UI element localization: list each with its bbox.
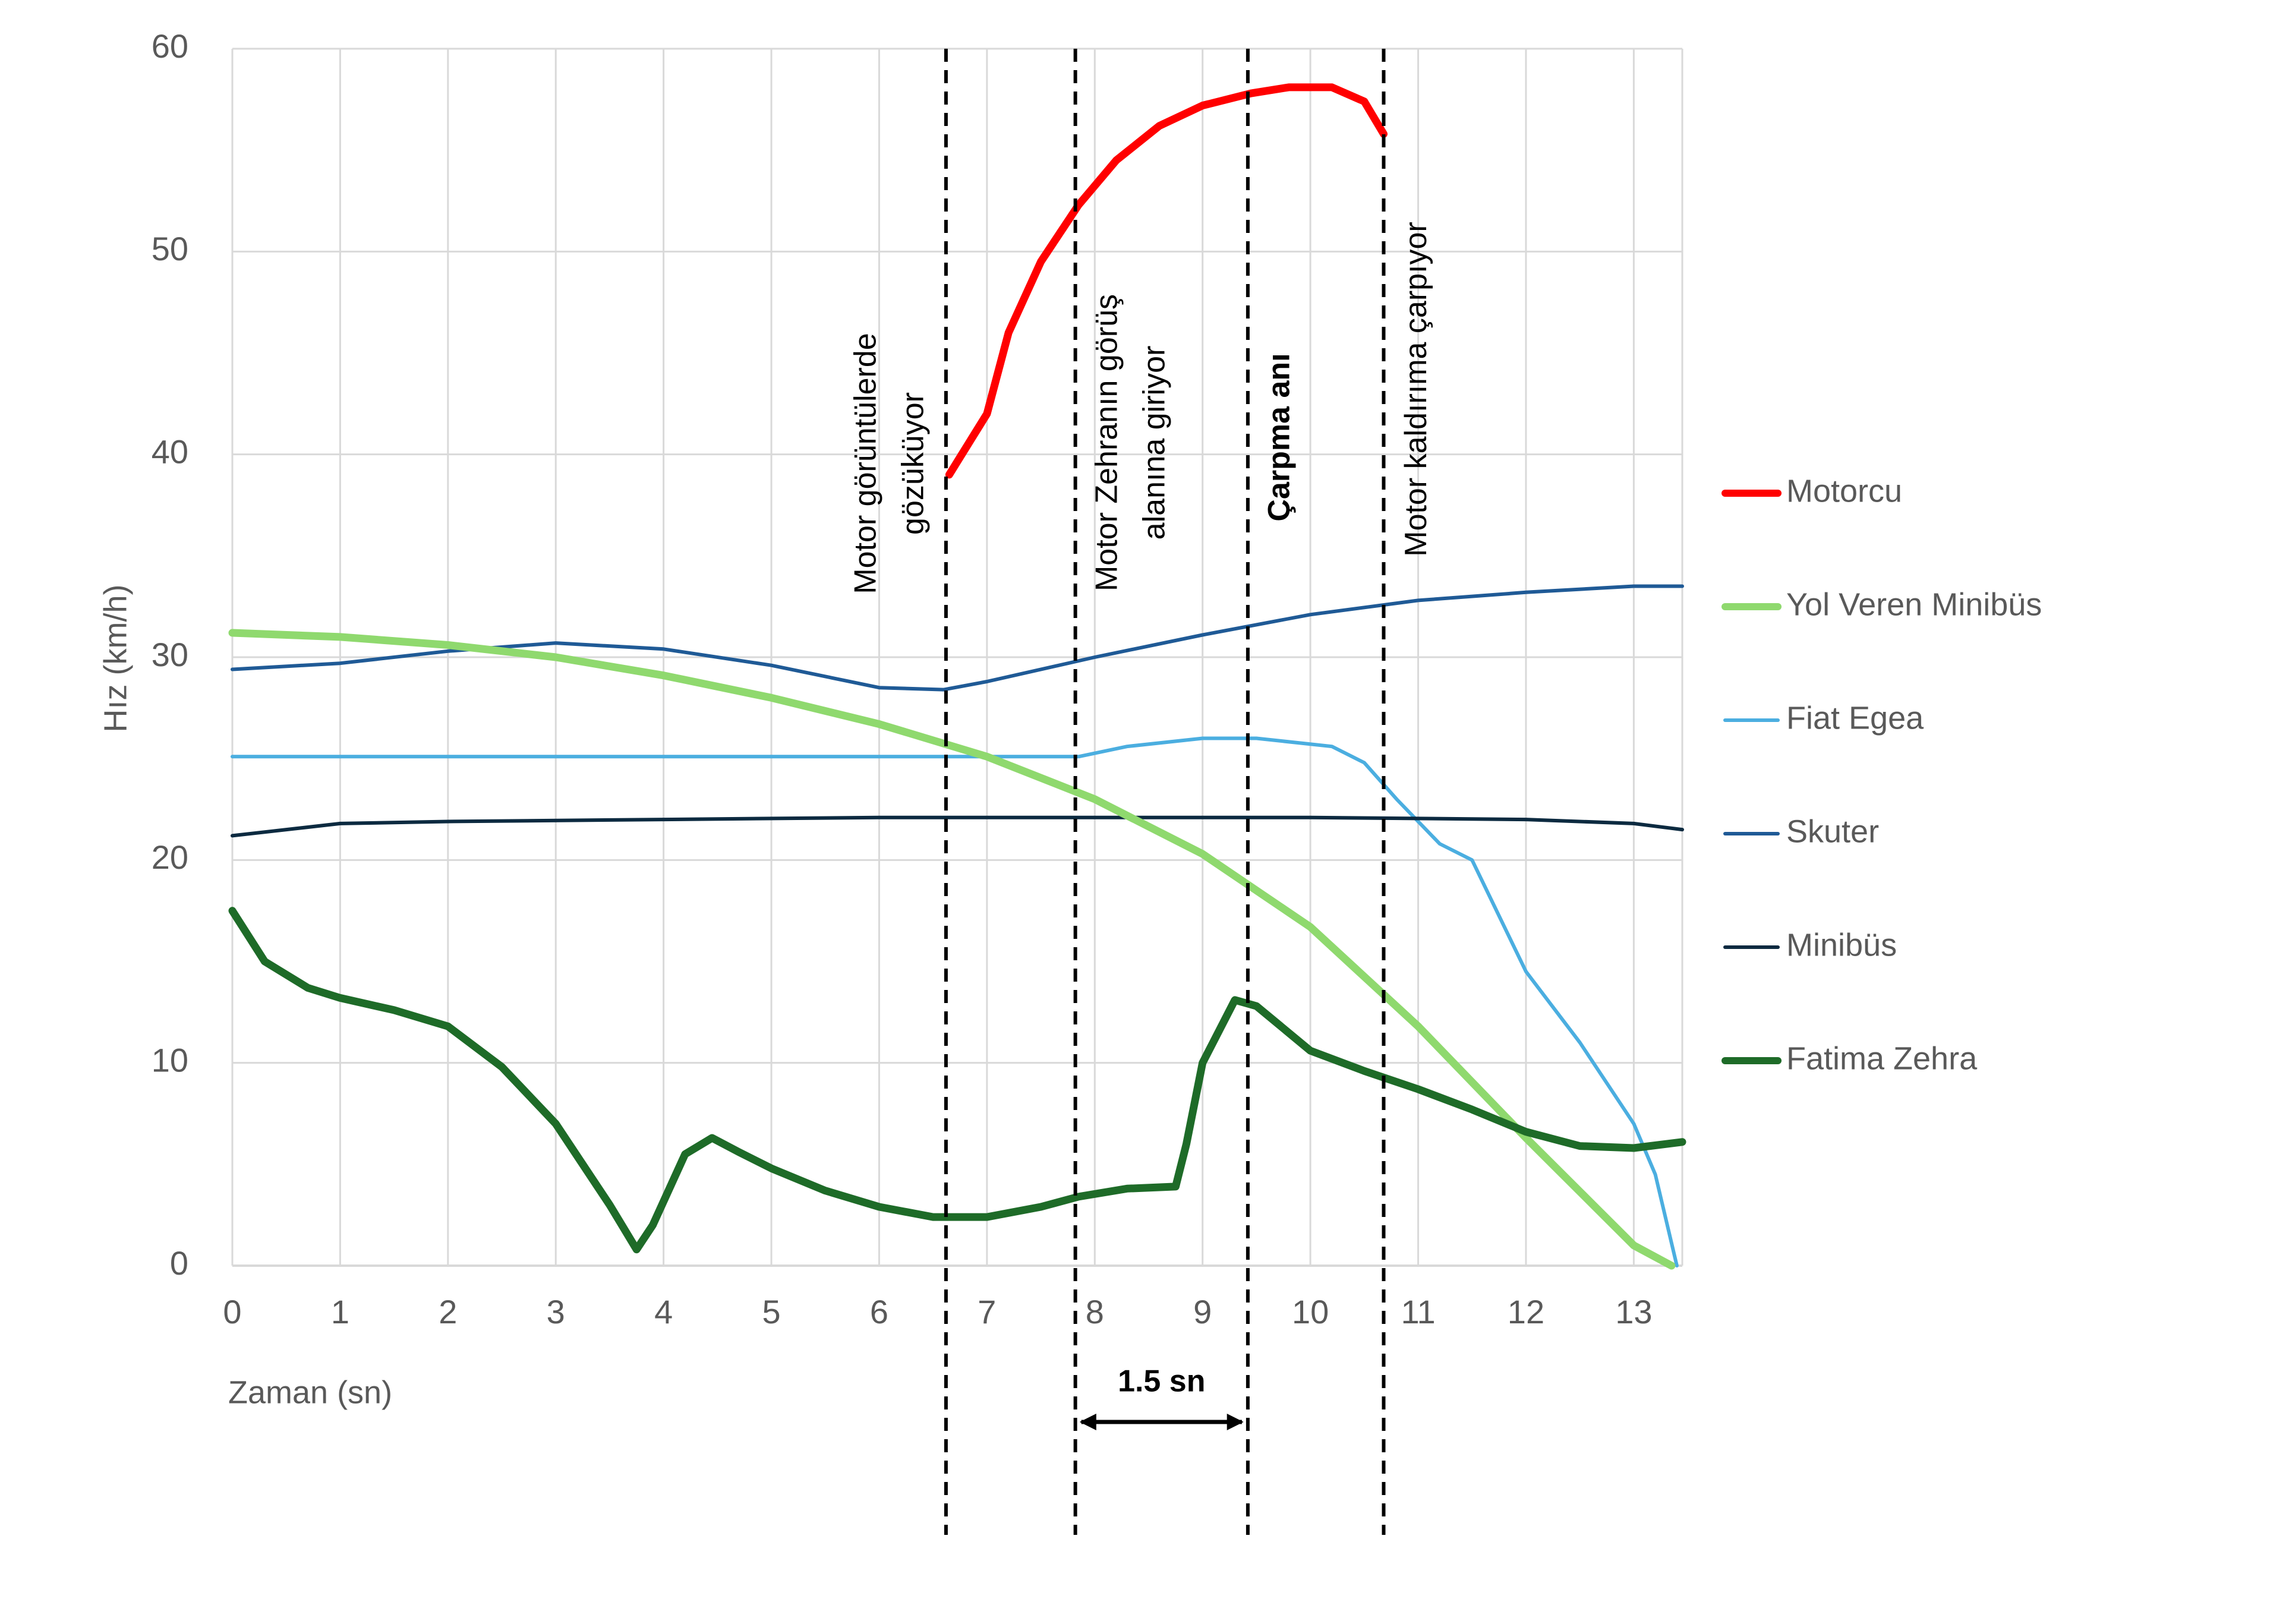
x-tick-label: 12 — [1508, 1293, 1544, 1330]
legend-label: Minibüs — [1786, 927, 1897, 963]
x-tick-label: 7 — [978, 1293, 996, 1330]
y-tick-label: 60 — [152, 27, 188, 65]
legend-label: Fiat Egea — [1786, 700, 1924, 736]
annotation-label: Motor kaldırıma çarpıyor — [1399, 222, 1433, 557]
y-tick-label: 30 — [152, 636, 188, 673]
legend-label: Fatima Zehra — [1786, 1040, 1978, 1076]
y-tick-label: 10 — [152, 1041, 188, 1079]
x-tick-label: 0 — [223, 1293, 241, 1330]
x-tick-label: 2 — [439, 1293, 457, 1330]
x-tick-label: 9 — [1193, 1293, 1212, 1330]
y-tick-label: 40 — [152, 433, 188, 470]
x-tick-label: 6 — [870, 1293, 888, 1330]
annotation-label: gözüküyor — [896, 392, 931, 535]
y-tick-label: 0 — [170, 1244, 188, 1282]
x-tick-label: 1 — [331, 1293, 349, 1330]
y-tick-label: 50 — [152, 230, 188, 267]
x-tick-label: 11 — [1401, 1293, 1435, 1330]
x-tick-label: 4 — [654, 1293, 673, 1330]
y-tick-label: 20 — [152, 838, 188, 876]
annotation-label: Çarpma anı — [1262, 353, 1297, 521]
series-line — [231, 584, 1684, 692]
span-label: 1.5 sn — [1118, 1364, 1205, 1399]
x-tick-label: 10 — [1292, 1293, 1329, 1330]
series-line — [228, 629, 1676, 1270]
x-tick-label: 5 — [762, 1293, 780, 1330]
series-line — [945, 83, 1388, 479]
annotation-label: Motor Zehranın görüş — [1089, 294, 1124, 591]
legend-label: Skuter — [1786, 813, 1879, 849]
x-tick-label: 8 — [1086, 1293, 1104, 1330]
series-line — [231, 736, 1679, 1267]
annotation-label: alanına giriyor — [1137, 346, 1171, 540]
annotation-label: Motor görüntülerde — [849, 333, 883, 594]
x-axis-title: Zaman (sn) — [228, 1374, 392, 1410]
legend-label: Motorcu — [1786, 473, 1902, 509]
legend-label: Yol Veren Minibüs — [1786, 586, 2042, 622]
x-tick-label: 13 — [1615, 1293, 1652, 1330]
x-tick-label: 3 — [547, 1293, 565, 1330]
series-line — [231, 815, 1684, 838]
y-axis-title: Hız (km/h) — [97, 585, 133, 733]
